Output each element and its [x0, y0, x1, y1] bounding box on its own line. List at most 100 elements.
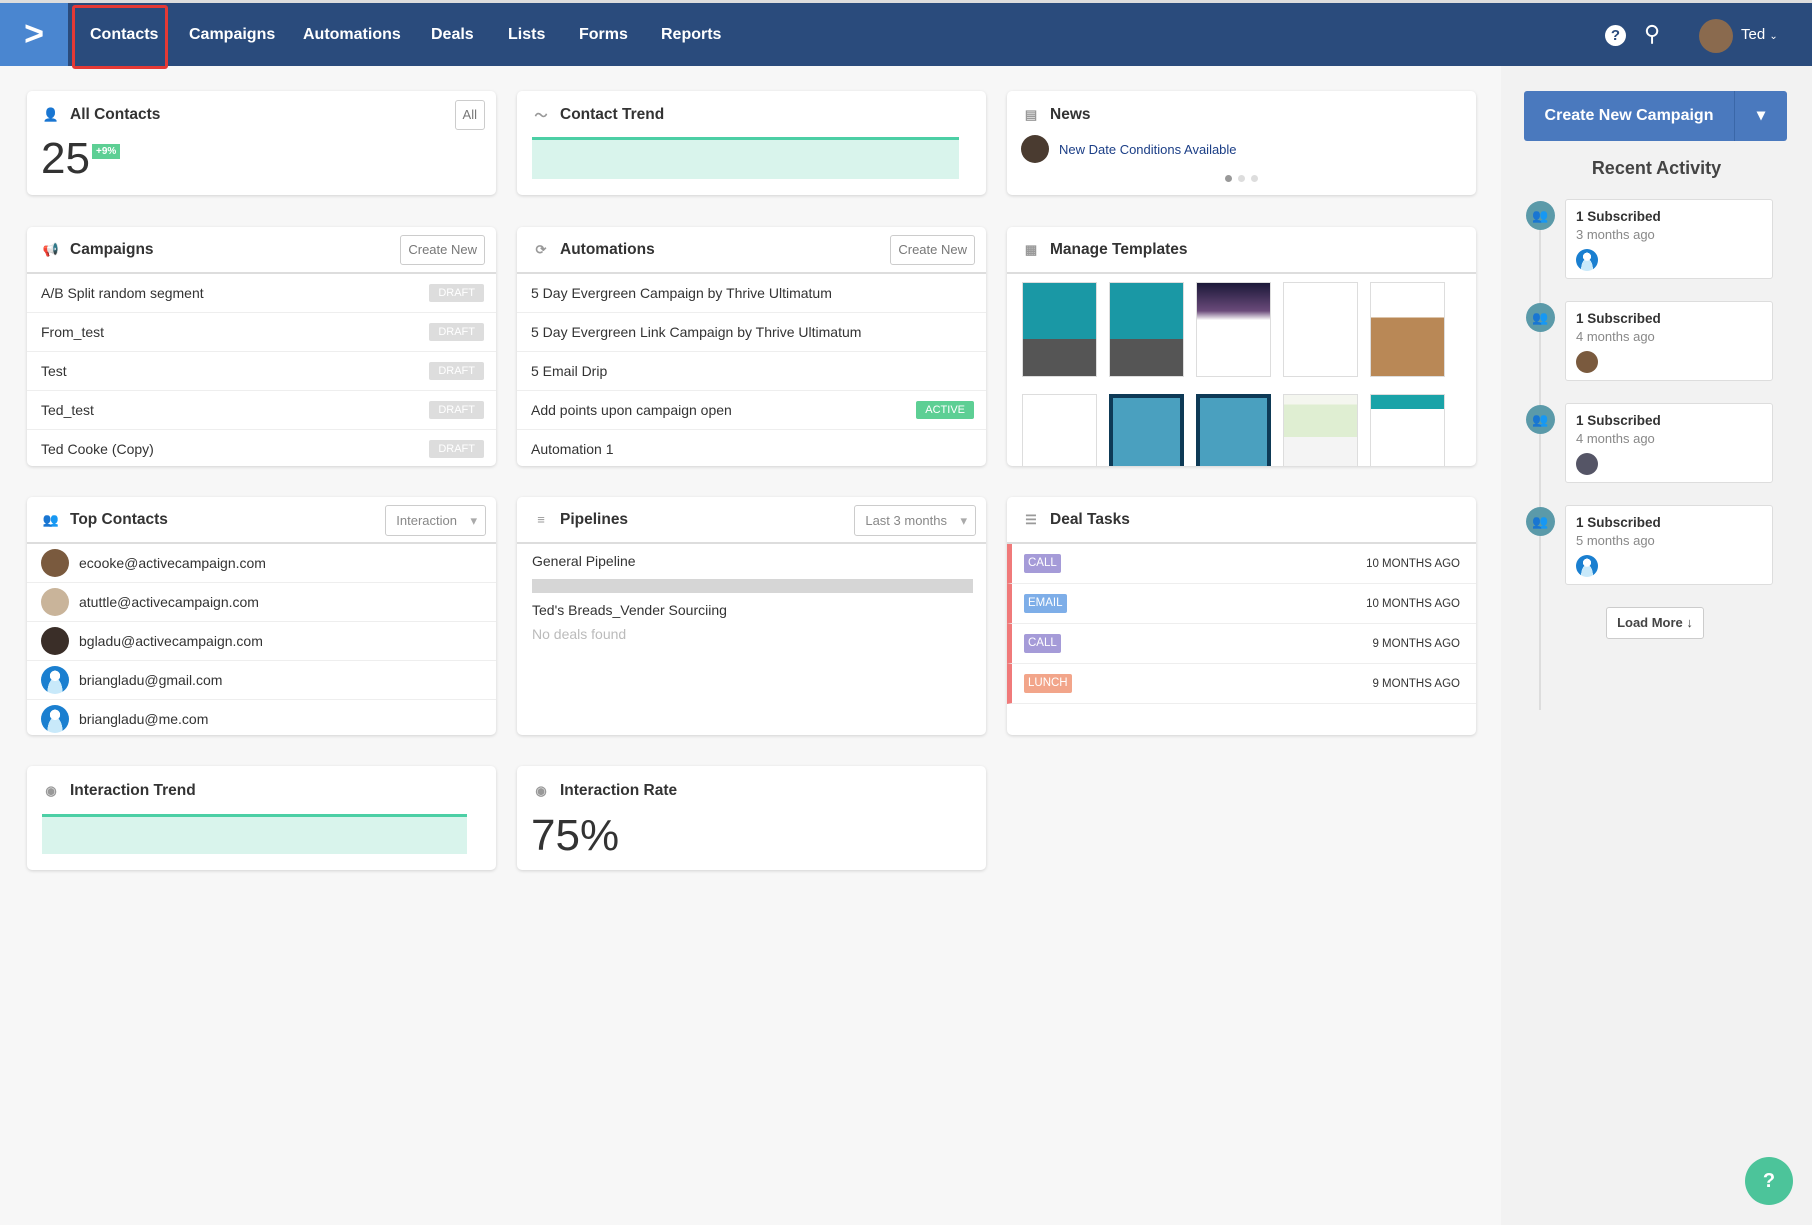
automation-name: 5 Day Evergreen Campaign by Thrive Ultim… [531, 285, 832, 301]
campaign-row[interactable]: Ted Cooke (Copy) DRAFT [27, 430, 496, 466]
user-menu[interactable]: Ted ⌄ [1741, 3, 1778, 66]
period-select[interactable]: Last 3 months [854, 505, 976, 536]
card-title: Interaction Trend [70, 782, 196, 799]
campaign-row[interactable]: Ted_test DRAFT [27, 391, 496, 430]
news-headline-link[interactable]: New Date Conditions Available [1059, 142, 1237, 157]
automation-name: Automation 1 [531, 441, 614, 457]
campaign-name: From_test [41, 324, 105, 340]
campaign-name: Ted Cooke (Copy) [41, 441, 154, 457]
contact-email: atuttle@activecampaign.com [79, 594, 259, 610]
automation-row[interactable]: 5 Day Evergreen Link Campaign by Thrive … [517, 313, 986, 352]
search-icon[interactable]: ⚲ [1644, 21, 1661, 46]
selected-highlight [72, 5, 168, 69]
avatar [41, 627, 69, 655]
contact-email: ecooke@activecampaign.com [79, 555, 266, 571]
campaign-row[interactable]: From_test DRAFT [27, 313, 496, 352]
activity-item[interactable]: 1 Subscribed 4 months ago [1565, 301, 1773, 381]
card-title: Campaigns [70, 240, 154, 258]
interaction-select[interactable]: Interaction [385, 505, 486, 536]
avatar [1576, 351, 1598, 373]
template-thumbnail[interactable] [1022, 282, 1097, 377]
interaction-rate-card: ◉ Interaction Rate 75% [517, 766, 986, 870]
avatar [41, 549, 69, 577]
contact-trend-chart [532, 137, 959, 179]
nav-forms[interactable]: Forms [579, 26, 628, 43]
card-title: Deal Tasks [1050, 510, 1130, 528]
automation-name: Add points upon campaign open [531, 402, 732, 418]
campaign-row[interactable]: Test DRAFT [27, 352, 496, 391]
automation-name: 5 Email Drip [531, 363, 608, 379]
contact-row[interactable]: atuttle@activecampaign.com [27, 583, 496, 622]
template-thumbnail[interactable] [1196, 394, 1271, 466]
task-type-tag: CALL [1024, 554, 1061, 573]
create-new-campaign-button[interactable]: Create New Campaign [1544, 107, 1714, 124]
nav-contacts[interactable]: Contacts [90, 26, 159, 43]
help-icon[interactable]: ? [1605, 25, 1626, 46]
nav-automations[interactable]: Automations [303, 26, 401, 43]
campaign-row[interactable]: A/B Split random segment DRAFT [27, 274, 496, 313]
template-thumbnail[interactable] [1283, 394, 1358, 466]
status-badge: DRAFT [429, 440, 484, 458]
all-filter-button[interactable]: All [454, 100, 485, 130]
interaction-trend-card: ◉ Interaction Trend [27, 766, 496, 870]
pipelines-card: ≡ Pipelines Last 3 months General Pipelin… [517, 497, 986, 735]
load-more-button[interactable]: Load More ↓ [1606, 607, 1704, 639]
interaction-trend-chart [42, 814, 467, 854]
nav-deals[interactable]: Deals [431, 26, 474, 43]
news-avatar [1021, 135, 1049, 163]
megaphone-icon: 📢 [42, 241, 60, 257]
template-thumbnail[interactable] [1109, 394, 1184, 466]
automation-row[interactable]: Automation 1 [517, 430, 986, 466]
people-icon: 👥 [42, 511, 60, 527]
nav-reports[interactable]: Reports [661, 26, 722, 43]
contact-row[interactable]: briangladu@me.com [27, 700, 496, 735]
contact-row[interactable]: bgladu@activecampaign.com [27, 622, 496, 661]
template-thumbnail[interactable] [1370, 282, 1445, 377]
chat-help-icon[interactable]: ? [1745, 1157, 1793, 1205]
automation-row[interactable]: 5 Email Drip [517, 352, 986, 391]
activity-item[interactable]: 1 Subscribed 4 months ago [1565, 403, 1773, 483]
caret-down-icon[interactable]: ▾ [1734, 91, 1787, 141]
deal-task-row[interactable]: CALL 9 MONTHS AGO [1007, 624, 1476, 664]
template-thumbnail[interactable] [1109, 282, 1184, 377]
contact-row[interactable]: ecooke@activecampaign.com [27, 544, 496, 583]
status-badge: DRAFT [429, 284, 484, 302]
nav-campaigns[interactable]: Campaigns [189, 26, 276, 43]
deal-task-row[interactable]: EMAIL 10 MONTHS AGO [1007, 584, 1476, 624]
avatar [41, 588, 69, 616]
automation-row[interactable]: 5 Day Evergreen Campaign by Thrive Ultim… [517, 274, 986, 313]
empty-text: No deals found [532, 626, 627, 642]
template-thumbnail[interactable] [1196, 282, 1271, 377]
status-badge: DRAFT [429, 323, 484, 341]
avatar [1576, 249, 1598, 271]
automation-row[interactable]: Add points upon campaign open ACTIVE [517, 391, 986, 430]
template-thumbnail[interactable] [1022, 394, 1097, 466]
pipeline-name[interactable]: Ted's Breads_Vender Sourciing [532, 602, 727, 618]
card-title: Top Contacts [70, 510, 168, 528]
pipeline-name[interactable]: General Pipeline [532, 553, 636, 569]
activity-item[interactable]: 1 Subscribed 3 months ago [1565, 199, 1773, 279]
contact-count: 25 [41, 134, 90, 183]
status-badge: DRAFT [429, 362, 484, 380]
user-avatar[interactable] [1699, 19, 1733, 53]
activity-item[interactable]: 1 Subscribed 5 months ago [1565, 505, 1773, 585]
top-nav: > Contacts Campaigns Automations Deals L… [0, 0, 1812, 69]
task-time: 10 MONTHS AGO [1366, 597, 1460, 610]
carousel-dots[interactable] [1225, 175, 1258, 182]
template-thumbnail[interactable] [1283, 282, 1358, 377]
deal-task-row[interactable]: CALL 10 MONTHS AGO [1007, 544, 1476, 584]
template-thumbnail[interactable] [1370, 394, 1445, 466]
create-automation-button[interactable]: Create New [890, 235, 975, 265]
deal-task-row[interactable]: LUNCH 9 MONTHS AGO [1007, 664, 1476, 704]
task-time: 9 MONTHS AGO [1372, 637, 1460, 650]
activity-time: 3 months ago [1576, 227, 1655, 242]
create-campaign-button[interactable]: Create New [400, 235, 485, 265]
contact-trend-card: 〜 Contact Trend [517, 91, 986, 195]
logo-chevron-icon[interactable]: > [0, 3, 68, 66]
card-title: Pipelines [560, 510, 629, 528]
recent-activity-title: Recent Activity [1591, 158, 1722, 178]
timeline-line [1539, 215, 1541, 710]
nav-lists[interactable]: Lists [508, 26, 546, 43]
contact-row[interactable]: briangladu@gmail.com [27, 661, 496, 700]
all-contacts-card: 👤 All Contacts All 25 +9% [27, 91, 496, 195]
